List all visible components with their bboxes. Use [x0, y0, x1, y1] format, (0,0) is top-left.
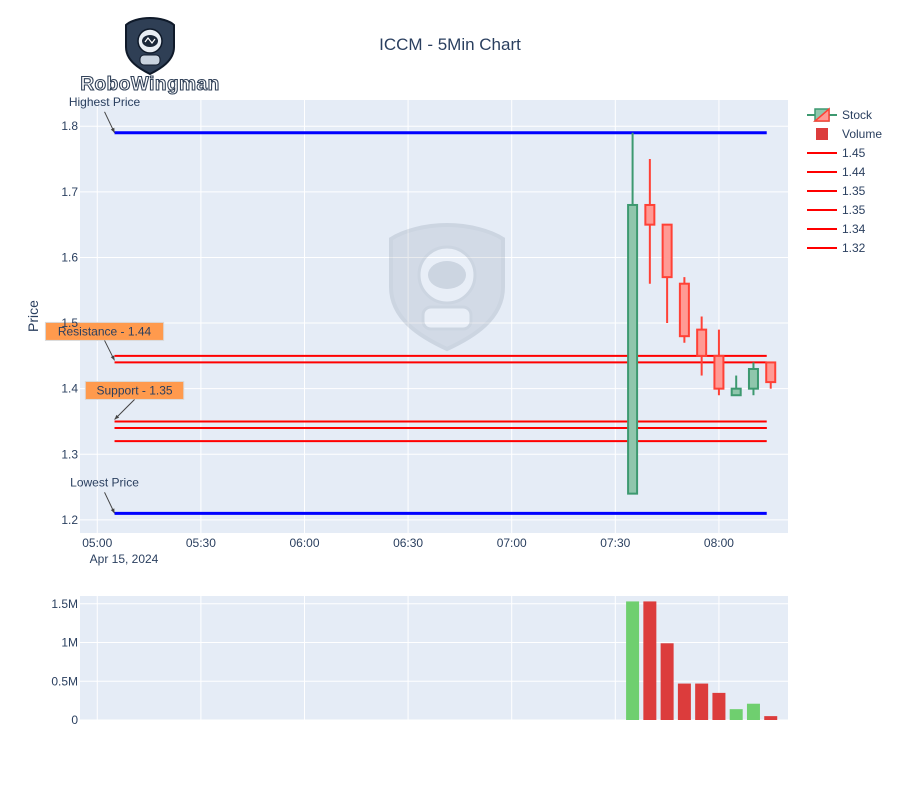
x-tick-label: 06:30 [393, 536, 423, 550]
volume-panel: 0 0.5M 1M 1.5M [51, 596, 788, 727]
volume-bar [643, 601, 657, 720]
logo: RoboWingman [80, 16, 220, 96]
price-y-tick-label: 1.4 [61, 382, 78, 396]
candle-body [627, 203, 639, 495]
volume-bar [695, 683, 709, 720]
candle-body [747, 367, 759, 390]
legend-label: 1.35 [842, 184, 866, 198]
candle [730, 375, 742, 397]
x-tick-label: 06:00 [289, 536, 319, 550]
volume-bar [712, 692, 726, 720]
legend-item[interactable]: 1.44 [807, 165, 866, 179]
chart-title: ICCM - 5Min Chart [379, 35, 521, 54]
price-y-tick-label: 1.3 [61, 447, 78, 461]
price-y-tick-label: 1.5 [61, 316, 78, 330]
legend-candle-body-down [812, 107, 830, 122]
candle [661, 223, 673, 324]
volume-bar [746, 703, 760, 720]
candle-body [730, 387, 742, 397]
lowest-price-label: Lowest Price [70, 475, 139, 489]
candles [627, 132, 777, 495]
legend-label: Stock [842, 108, 873, 122]
volume-bar [626, 601, 640, 720]
annotation-arrowhead [110, 508, 115, 514]
candle [644, 159, 656, 284]
price-plot-area [80, 100, 788, 533]
candle [678, 277, 690, 343]
candle-body [678, 282, 690, 338]
candle-body [696, 328, 708, 357]
price-y-tick-label: 1.2 [61, 513, 78, 527]
price-lines [114, 131, 767, 515]
annotation-arrowhead [110, 127, 115, 133]
candle [713, 329, 725, 396]
legend: Stock Volume 1.45 1.44 1.35 1.35 1.34 1.32 [807, 107, 882, 255]
x-tick-label: 05:00 [82, 536, 112, 550]
legend-item[interactable]: Volume [816, 127, 882, 141]
candle [765, 361, 777, 389]
legend-item[interactable]: 1.32 [807, 241, 866, 255]
x-tick-label: 07:30 [600, 536, 630, 550]
x-ticks: 05:00 05:30 06:00 06:30 07:00 07:30 08:00 [82, 536, 734, 550]
volume-bar [660, 643, 674, 720]
legend-item[interactable]: 1.35 [807, 203, 866, 217]
annotation-arrowhead [110, 355, 115, 361]
x-tick-label: 07:00 [497, 536, 527, 550]
price-y-tick-label: 1.8 [61, 119, 78, 133]
logo-text: RoboWingman [80, 74, 219, 95]
legend-label: 1.34 [842, 222, 866, 236]
price-panel: Highest Price Lowest Price Resistance - 1.… [25, 95, 788, 566]
legend-label: 1.44 [842, 165, 866, 179]
legend-item[interactable]: Stock [807, 107, 873, 122]
legend-volume-symbol [816, 128, 828, 140]
legend-label: Volume [842, 127, 882, 141]
legend-label: 1.32 [842, 241, 866, 255]
volume-bar [677, 683, 691, 720]
x-tick-label: 05:30 [186, 536, 216, 550]
candle-body [661, 223, 673, 279]
astronaut-shield-icon [125, 16, 175, 76]
candle-body [644, 203, 656, 226]
support-label: Support - 1.35 [97, 383, 173, 397]
volume-bars [626, 601, 778, 720]
volume-y-tick-label: 0 [71, 713, 78, 727]
candle [747, 362, 759, 396]
astronaut-shield-icon [389, 222, 505, 352]
annotations: Highest Price Lowest Price Resistance - 1.… [44, 95, 185, 514]
volume-bar [729, 709, 743, 720]
volume-bar [764, 716, 778, 720]
resistance-label: Resistance - 1.44 [58, 324, 152, 338]
legend-label: 1.35 [842, 203, 866, 217]
volume-y-tick-label: 0.5M [51, 674, 78, 688]
volume-y-tick-label: 1M [61, 636, 78, 650]
x-date-label: Apr 15, 2024 [90, 552, 159, 566]
highest-price-label: Highest Price [69, 95, 141, 109]
x-tick-label: 08:00 [704, 536, 734, 550]
y-axis-title: Price [25, 300, 41, 332]
candle [696, 316, 708, 376]
legend-item[interactable]: 1.45 [807, 146, 866, 160]
price-y-ticks: 1.2 1.3 1.4 1.5 1.6 1.7 1.8 [61, 119, 78, 527]
volume-y-tick-label: 1.5M [51, 597, 78, 611]
legend-item[interactable]: 1.35 [807, 184, 866, 198]
price-y-tick-label: 1.6 [61, 250, 78, 264]
annotation-arrowhead [114, 414, 120, 420]
candle-body [713, 354, 725, 390]
volume-y-ticks: 0 0.5M 1M 1.5M [51, 597, 78, 727]
legend-item[interactable]: 1.34 [807, 222, 866, 236]
price-y-tick-label: 1.7 [61, 185, 78, 199]
legend-label: 1.45 [842, 146, 866, 160]
candle-body [765, 361, 777, 384]
annotation-arrow [114, 399, 135, 420]
candle [627, 132, 639, 495]
